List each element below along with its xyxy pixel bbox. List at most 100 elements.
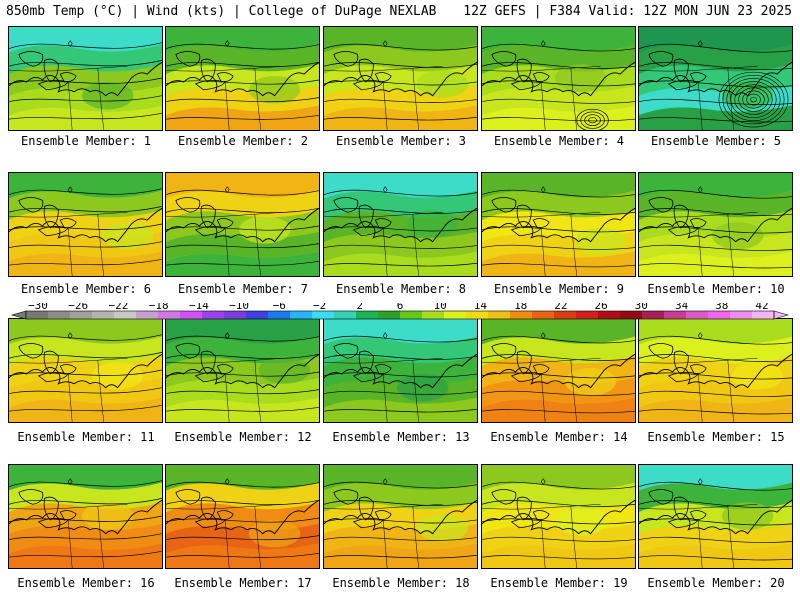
ensemble-member-map [165,172,320,277]
temperature-field [639,27,792,130]
ensemble-member-label: Ensemble Member: 17 [174,576,312,590]
ensemble-member-map [8,26,163,131]
ensemble-member-map [8,172,163,277]
ensemble-member-map [481,172,636,277]
colorbar-max-arrow [773,310,790,320]
colorbar-segment [312,311,335,319]
colorbar-tick-label: −22 [108,303,128,312]
colorbar-segment [180,311,203,319]
colorbar-segment [246,311,269,319]
colorbar-segment [532,311,555,319]
colorbar-segment [378,311,401,319]
ensemble-member-map [638,26,793,131]
colorbar-segment [554,311,577,319]
ensemble-member-label: Ensemble Member: 9 [493,282,625,296]
temperature-colorbar: −30 −26 −22 −18 −14 −10 −6 −2 2 6 10 14 18 22 26 30 34 38… [10,303,790,320]
temperature-field [166,465,319,568]
temperature-field [482,27,635,130]
colorbar-tick-label: 14 [474,303,488,312]
colorbar-tick-label: 6 [397,303,404,312]
colorbar-tick-label: 2 [356,303,363,312]
ensemble-member-label: Ensemble Member: 16 [17,576,155,590]
ensemble-member-label: Ensemble Member: 7 [177,282,309,296]
colorbar-tick-label: 26 [594,303,607,312]
ensemble-member-label: Ensemble Member: 8 [335,282,467,296]
ensemble-member-label: Ensemble Member: 18 [332,576,470,590]
ensemble-member-map [165,464,320,569]
temperature-field [324,319,477,422]
ensemble-member-map [8,318,163,423]
ensemble-member-label: Ensemble Member: 19 [490,576,628,590]
colorbar-segment [268,311,291,319]
colorbar-segment [576,311,599,319]
ensemble-member-label: Ensemble Member: 3 [335,134,467,148]
ensemble-member-map [323,318,478,423]
colorbar-tick-label: −30 [28,303,48,312]
ensemble-member-map [481,26,636,131]
colorbar-segment [114,311,137,319]
colorbar-segment [422,311,445,319]
colorbar-segment [136,311,159,319]
map-title: 850mb Temp (°C) | Wind (kts) | College o… [6,4,437,19]
temperature-field [9,465,162,568]
ensemble-member-map [323,172,478,277]
colorbar-segment [598,311,621,319]
colorbar-tick-label: −14 [189,303,209,312]
colorbar-segment [466,311,489,319]
temperature-field [639,319,792,422]
ensemble-member-map [323,464,478,569]
ensemble-member-map [323,26,478,131]
colorbar-tick-label: 22 [554,303,567,312]
colorbar-segment [400,311,423,319]
ensemble-member-label: Ensemble Member: 11 [17,430,155,444]
temperature-field [9,173,162,276]
temperature-field [9,319,162,422]
colorbar-segment [158,311,181,319]
colorbar-segment [334,311,357,319]
ensemble-member-map [481,318,636,423]
colorbar-segment [26,311,49,319]
colorbar-tick-label: 10 [434,303,447,312]
temperature-field [9,27,162,130]
ensemble-member-label: Ensemble Member: 5 [650,134,782,148]
ensemble-member-label: Ensemble Member: 1 [20,134,152,148]
ensemble-member-label: Ensemble Member: 20 [647,576,785,590]
temperature-field [482,319,635,422]
colorbar-segment [620,311,643,319]
temperature-field [166,173,319,276]
colorbar-segment [686,311,709,319]
colorbar-segment [290,311,313,319]
temperature-field [482,465,635,568]
ensemble-member-map [638,318,793,423]
ensemble-member-label: Ensemble Member: 12 [174,430,312,444]
temperature-field [324,465,477,568]
colorbar-segment [92,311,115,319]
colorbar-segment [224,311,247,319]
model-run-info: 12Z GEFS | F384 Valid: 12Z MON JUN 23 20… [463,4,792,19]
colorbar-segment [664,311,687,319]
colorbar-tick-label: 18 [514,303,527,312]
colorbar-tick-label: −2 [313,303,326,312]
temperature-field [324,27,477,130]
ensemble-member-label: Ensemble Member: 15 [647,430,785,444]
ensemble-member-map [638,172,793,277]
temperature-field [482,173,635,276]
ensemble-member-label: Ensemble Member: 4 [493,134,625,148]
ensemble-member-map [638,464,793,569]
colorbar-segment [70,311,93,319]
colorbar-tick-label: 30 [635,303,648,312]
colorbar-segment [642,311,665,319]
colorbar-tick-label: −26 [68,303,88,312]
colorbar-tick-label: 42 [755,303,768,312]
temperature-field [166,319,319,422]
colorbar-tick-label: −18 [149,303,169,312]
temperature-field [324,173,477,276]
temperature-field [639,465,792,568]
colorbar-segment [444,311,467,319]
temperature-field [166,27,319,130]
ensemble-member-map [165,26,320,131]
colorbar-segment [708,311,731,319]
colorbar-segment [356,311,379,319]
ensemble-member-map [8,464,163,569]
ensemble-member-label: Ensemble Member: 2 [177,134,309,148]
